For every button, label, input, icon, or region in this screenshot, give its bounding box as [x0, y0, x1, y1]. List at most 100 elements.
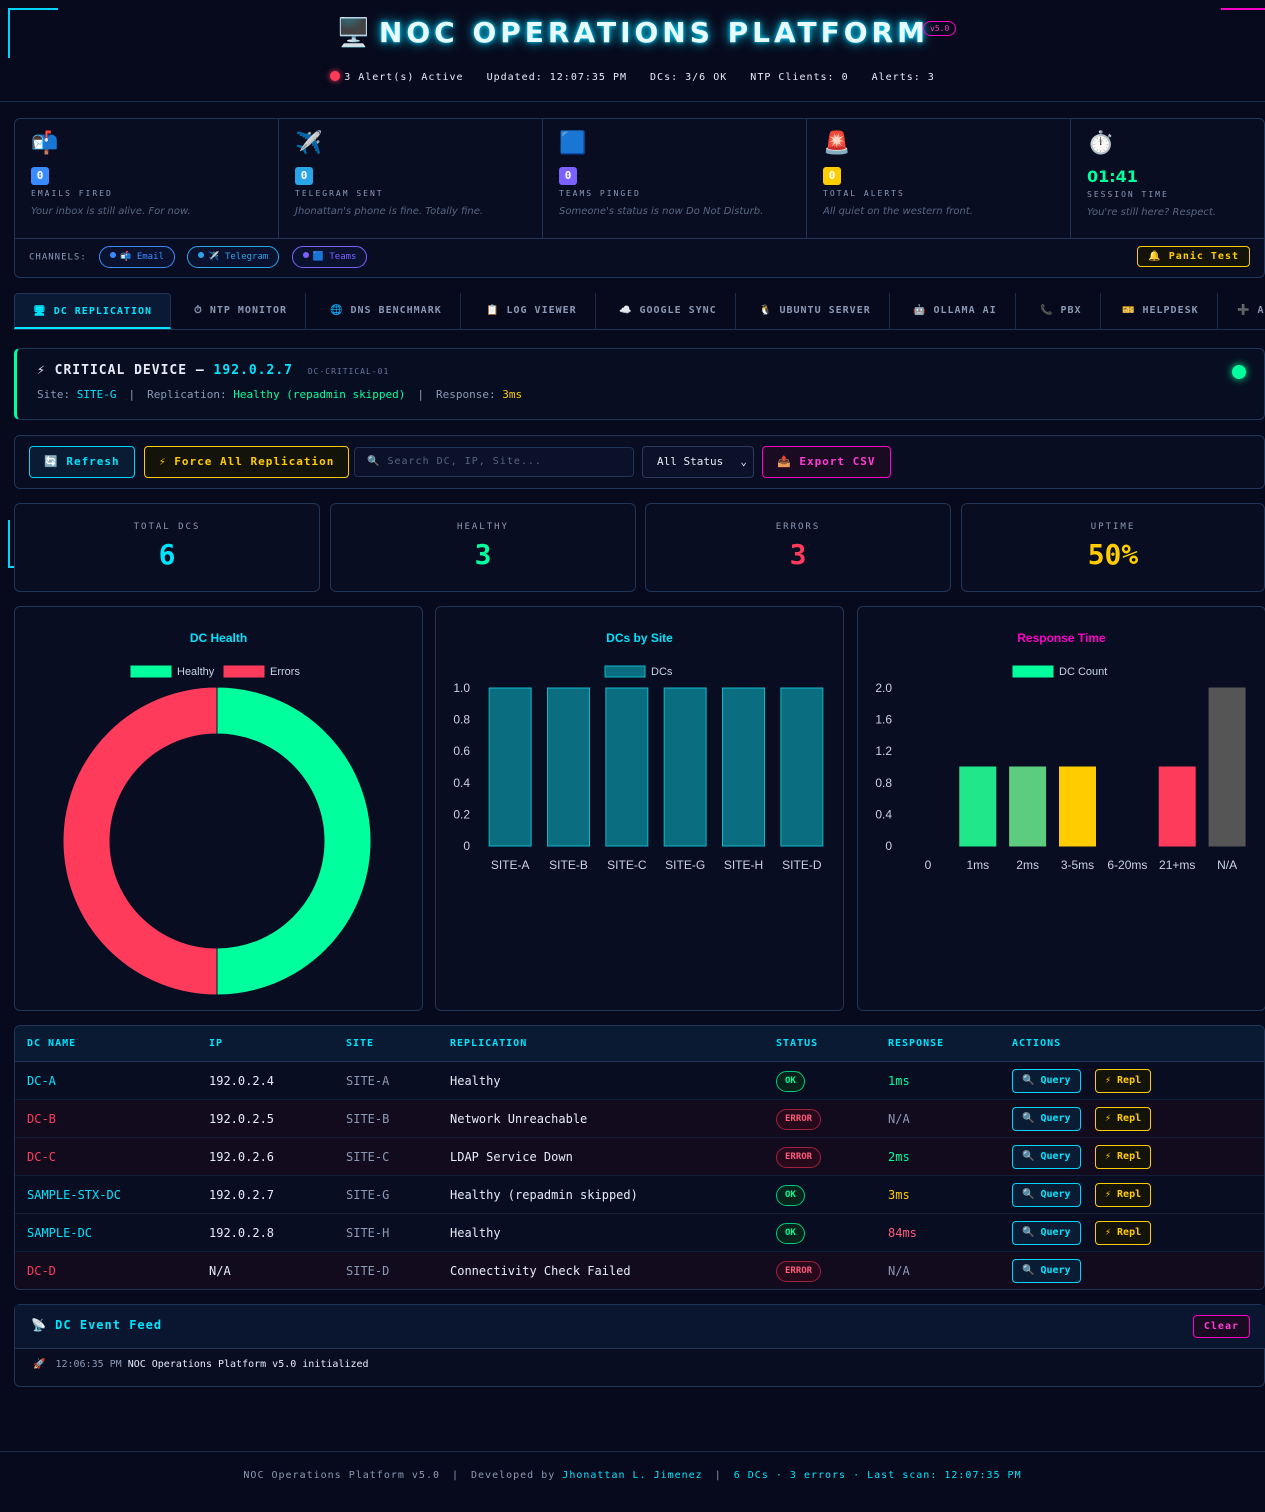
replicate-button[interactable]: ⚡ Repl — [1095, 1107, 1152, 1131]
response-cell: 3ms — [888, 1188, 910, 1202]
table-row[interactable]: SAMPLE-DC 192.0.2.8 SITE-H Healthy OK 84ms 🔍 Q… — [15, 1214, 1264, 1252]
tab-dns-benchmark[interactable]: 🌐 DNS BENCHMARK — [312, 293, 461, 329]
column-header[interactable]: SITE — [346, 1038, 375, 1049]
y-tick-label: 0.4 — [453, 776, 470, 790]
tab-log-viewer[interactable]: 📋 LOG VIEWER — [468, 293, 596, 329]
x-tick-label: SITE-G — [665, 858, 705, 872]
status-dot-icon — [302, 252, 309, 258]
dc-health-chart-card: DC Health Healthy Errors — [14, 606, 423, 1011]
export-csv-button[interactable]: 📤 Export CSV — [762, 446, 891, 478]
dcs-by-site-chart-card: DCs by Site DCs 0 0.2 0.4 0.6 0.8 1.0 SITE-A SIT… — [435, 606, 844, 1011]
site-cell: SITE-B — [346, 1112, 390, 1126]
response-time-chart-card: Response Time DC Count 0 0.4 0.8 1.2 1.6 2.0 0 1… — [857, 606, 1265, 1011]
status-badge: ERROR — [776, 1109, 822, 1130]
stat-label: TELEGRAM SENT — [295, 189, 384, 198]
column-header[interactable]: REPLICATION — [450, 1038, 528, 1049]
table-row[interactable]: DC-C 192.0.2.6 SITE-C LDAP Service Down ERRO… — [15, 1138, 1264, 1176]
y-tick-label: 0.6 — [453, 744, 470, 758]
channel-teams-toggle[interactable]: 🟦 Teams — [291, 246, 368, 268]
feed-header: 📡 DC Event Feed Clear — [15, 1305, 1265, 1349]
ip-cell: 192.0.2.7 — [209, 1188, 275, 1202]
query-button[interactable]: 🔍 Query — [1012, 1145, 1081, 1169]
query-button[interactable]: 🔍 Query — [1012, 1259, 1081, 1283]
legend-swatch — [604, 665, 646, 678]
bar-n/a — [1208, 687, 1246, 847]
table-header: DC NAME IP SITE REPLICATION STATUS RESPO… — [15, 1026, 1264, 1062]
stat-session-time: ⏱️ 01:41 SESSION TIME You're still here?… — [1071, 119, 1265, 239]
table-row[interactable]: DC-B 192.0.2.5 SITE-B Network Unreachable ER… — [15, 1100, 1264, 1138]
refresh-button[interactable]: 🔄 Refresh — [29, 446, 135, 478]
stat-telegram-sent: ✈️ 0 TELEGRAM SENT Jhonattan's phone is … — [279, 119, 543, 239]
feed-entry-text: NOC Operations Platform v5.0 initialized — [127, 1359, 369, 1370]
stat-label: TEAMS PINGED — [559, 189, 641, 198]
replicate-button[interactable]: ⚡ Repl — [1095, 1221, 1152, 1245]
bar-site-g — [663, 687, 707, 847]
ip-cell: 192.0.2.5 — [209, 1112, 275, 1126]
force-all-replication-button[interactable]: ⚡ Force All Replication — [144, 446, 350, 478]
tab-add[interactable]: ➕ A — [1237, 305, 1265, 316]
summary-total-dcs: TOTAL DCS 6 — [14, 503, 320, 592]
tab-google-sync[interactable]: ☁️ GOOGLE SYNC — [601, 293, 736, 329]
summary-value: 3 — [474, 538, 492, 571]
stat-count: 0 — [295, 167, 313, 185]
query-button[interactable]: 🔍 Query — [1012, 1107, 1081, 1131]
tab-helpdesk[interactable]: 🎫 HELPDESK — [1104, 293, 1218, 329]
tab-dc-replication[interactable]: 🖥 DC REPLICATION — [14, 293, 172, 329]
channels-row: CHANNELS: 📬 Email ✈️ Telegram 🟦 Teams — [29, 246, 368, 268]
channels-label: CHANNELS: — [29, 252, 87, 263]
feed-entry-time: 12:06:35 PM — [55, 1359, 122, 1370]
table-row[interactable]: DC-A 192.0.2.4 SITE-A Healthy OK 1ms 🔍 Query ⚡ … — [15, 1062, 1264, 1100]
replicate-button[interactable]: ⚡ Repl — [1095, 1183, 1152, 1207]
query-button[interactable]: 🔍 Query — [1012, 1221, 1081, 1245]
column-header[interactable]: IP — [209, 1038, 224, 1049]
tab-ubuntu-server[interactable]: 🐧 UBUNTU SERVER — [741, 293, 890, 329]
y-tick-label: 0.4 — [875, 807, 892, 821]
dcs-by-site-bar-chart: DCs 0 0.2 0.4 0.6 0.8 1.0 SITE-A SITE-B SITE-C SIT… — [453, 665, 824, 872]
column-header[interactable]: STATUS — [776, 1038, 819, 1049]
status-filter-select[interactable]: All Status ⌄ — [642, 446, 754, 478]
status-badge: OK — [776, 1071, 805, 1092]
channel-telegram-toggle[interactable]: ✈️ Telegram — [187, 246, 280, 268]
stat-subtext: Your inbox is still alive. For now. — [31, 206, 191, 217]
column-header[interactable]: DC NAME — [27, 1038, 77, 1049]
table-row[interactable]: SAMPLE-STX-DC 192.0.2.7 SITE-G Healthy (rep… — [15, 1176, 1264, 1214]
query-button[interactable]: 🔍 Query — [1012, 1183, 1081, 1207]
replication-cell: Healthy — [450, 1226, 501, 1240]
query-button[interactable]: 🔍 Query — [1012, 1069, 1081, 1093]
footer-platform: NOC Operations Platform v5.0 — [243, 1470, 440, 1481]
summary-value: 3 — [789, 538, 807, 571]
replication-cell: Healthy — [450, 1074, 501, 1088]
site-cell: SITE-G — [346, 1188, 390, 1202]
replication-cell: LDAP Service Down — [450, 1150, 573, 1164]
tab-ollama-ai[interactable]: 🤖 OLLAMA AI — [895, 293, 1016, 329]
table-row[interactable]: DC-D N/A SITE-D Connectivity Check Failed ER… — [15, 1252, 1264, 1289]
status-badge: ERROR — [776, 1147, 822, 1168]
channel-email-toggle[interactable]: 📬 Email — [99, 246, 175, 268]
footer-developer-link[interactable]: Jhonattan L. Jimenez — [562, 1470, 703, 1481]
tab-pbx[interactable]: 📞 PBX — [1022, 293, 1101, 329]
stat-label: EMAILS FIRED — [31, 189, 113, 198]
x-tick-label: 2ms — [1016, 858, 1039, 872]
replicate-button[interactable]: ⚡ Repl — [1095, 1069, 1152, 1093]
column-header[interactable]: RESPONSE — [888, 1038, 945, 1049]
stopwatch-icon: ⏱️ — [1087, 131, 1115, 156]
y-tick-label: 0.2 — [453, 807, 470, 821]
bar-21+ms — [1158, 766, 1196, 847]
x-tick-label: 21+ms — [1159, 858, 1195, 872]
replicate-button[interactable]: ⚡ Repl — [1095, 1145, 1152, 1169]
x-tick-label: 1ms — [966, 858, 989, 872]
corner-decoration — [1221, 8, 1265, 58]
dc-table: DC NAME IP SITE REPLICATION STATUS RESPO… — [14, 1025, 1265, 1290]
clear-feed-button[interactable]: Clear — [1192, 1315, 1250, 1338]
x-tick-label: SITE-A — [491, 858, 530, 872]
search-input[interactable]: 🔍 Search DC, IP, Site... — [354, 447, 634, 477]
chart-title: Response Time — [1017, 631, 1106, 645]
tab-ntp-monitor[interactable]: ⏱ NTP MONITOR — [176, 293, 307, 329]
notification-stats-panel: 📬 0 EMAILS FIRED Your inbox is still ali… — [14, 118, 1265, 278]
ip-cell: 192.0.2.8 — [209, 1226, 275, 1240]
panic-test-button[interactable]: 🔔 Panic Test — [1137, 246, 1250, 267]
alerts-active-indicator: 3 Alert(s) Active — [330, 71, 463, 83]
bar-site-h — [722, 687, 765, 847]
stat-subtext: Someone's status is now Do Not Disturb. — [559, 206, 764, 217]
response-cell: 2ms — [888, 1150, 910, 1164]
